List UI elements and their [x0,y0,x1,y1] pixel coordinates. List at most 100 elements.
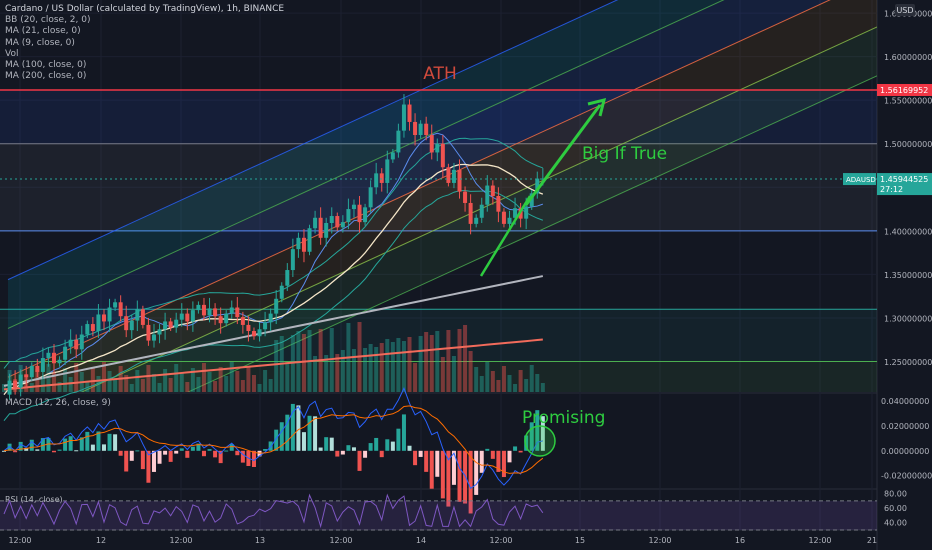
macd-histogram-bar [124,450,129,472]
volume-bar [185,382,190,392]
rsi-band [0,500,877,530]
promising-label: Promising [522,408,605,428]
candle-body [307,228,312,252]
macd-histogram-bar [501,450,506,478]
ath-price-tag-bg [877,83,932,96]
macd-histogram-bar [74,450,79,452]
macd-histogram-bar [135,450,140,452]
volume-bar [124,375,129,392]
candle-body [96,314,101,332]
candle-body [218,316,223,324]
volume-bar [179,373,184,392]
candle-body [335,216,340,228]
channel-line [80,26,877,392]
channel-line [187,75,877,392]
macd-histogram-bar [363,450,368,458]
zone-ath-box [0,89,877,144]
indicator-bb: BB (20, close, 2, 0) [5,15,91,26]
chart-legend: Cardano / US Dollar (calculated by Tradi… [5,4,284,82]
volume-bar [229,362,234,392]
macd-histogram-bar [196,443,201,451]
time-tick: 12 [96,536,106,545]
candle-body [35,365,40,372]
volume-bar [401,341,406,392]
volume-bar [201,363,206,392]
macd-histogram-bar [346,445,351,451]
macd-histogram-bar [79,437,84,451]
candle-body [251,331,256,337]
candle-body [279,285,284,299]
macd-histogram-bar [229,444,234,451]
volume-bar [96,376,101,392]
candle-body [185,313,190,322]
volume-bar [479,376,484,392]
volume-bar [418,336,423,392]
candle-body [124,316,129,331]
candle-body [74,339,79,350]
volume-bar [285,362,290,392]
time-tick: 12:00 [329,536,352,545]
volume-bar [146,365,151,392]
indicator-ma200: MA (200, close, 0) [5,71,87,82]
volume-bar [168,378,173,392]
volume-bar [379,343,384,392]
candle-body [201,304,206,316]
chart-title: Cardano / US Dollar (calculated by Tradi… [5,4,285,14]
time-tick: 12:00 [648,536,671,545]
promising-circle [524,425,556,457]
macd-histogram-bar [63,438,68,451]
candle-body [507,217,512,224]
candle-body [407,104,412,122]
macd-histogram-bar [385,439,390,451]
candle-body [463,191,468,203]
candle-body [418,123,423,136]
volume-bar [363,348,368,392]
volume-bar [213,381,218,392]
volume-bar [513,384,518,392]
volume-bar [451,356,456,392]
time-tick: 12:00 [808,536,831,545]
volume-bar [485,362,490,392]
candle-body [401,104,406,131]
macd-histogram-bar [163,450,168,455]
macd-histogram-bar [429,450,434,489]
candle-body [229,307,234,314]
time-tick: 14 [416,536,426,545]
macd-histogram-bar [513,446,518,451]
macd-histogram-bar [457,450,462,502]
volume-bar [540,383,545,392]
macd-histogram-bar [57,449,62,451]
big-arrow [524,104,602,206]
macd-histogram-bar [35,449,40,451]
volume-bar [151,374,156,392]
macd-histogram-bar [374,437,379,451]
last-price-tag: 1.45944525 [880,175,928,184]
macd-histogram-bar [424,450,429,472]
volume-bar [163,369,168,392]
volume-bar [518,370,523,392]
macd-histogram-bar [185,450,190,458]
price-tick: 1.60000000 [884,53,932,62]
candle-body [163,321,168,330]
price-tick: 1.30000000 [884,314,932,323]
volume-bar [490,371,495,392]
volume-bar [474,367,479,392]
candle-body [107,307,112,322]
volume-bar [496,380,501,392]
price-tick: 1.40000000 [884,227,932,236]
macd-histogram-bar [351,447,356,451]
candle-body [224,313,229,324]
symbol-tag-bg [843,173,876,186]
macd-histogram-bar [201,450,206,457]
ma200-line [3,338,543,391]
macd-histogram-bar [46,437,51,451]
candle-body [440,143,445,168]
macd-histogram-bar [2,450,6,452]
bb-lower [3,189,544,422]
macd-histogram-bar [335,450,340,457]
candle-body [274,298,279,314]
macd-histogram-bar [51,450,56,453]
macd-histogram-bar [490,450,495,459]
volume-bar [335,354,340,392]
